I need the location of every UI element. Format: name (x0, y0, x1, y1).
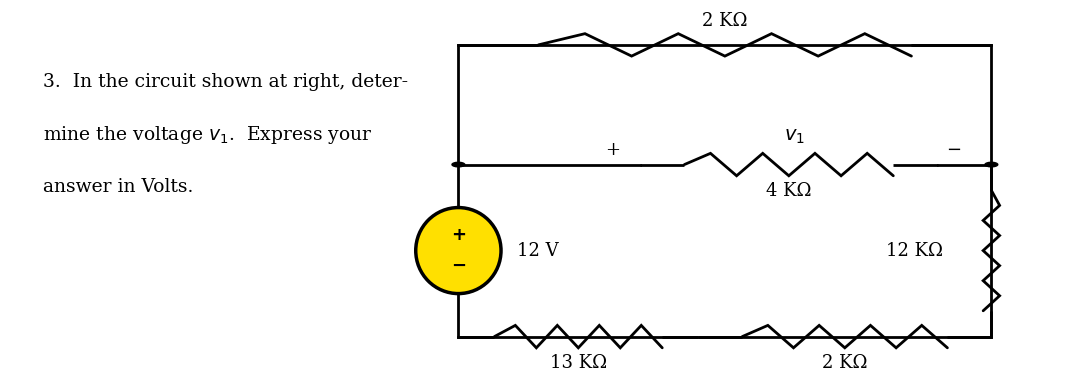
Text: 4 KΩ: 4 KΩ (766, 182, 811, 200)
Text: +: + (451, 226, 466, 244)
Text: $v_1$: $v_1$ (784, 128, 805, 145)
Text: 12 KΩ: 12 KΩ (886, 242, 943, 260)
Ellipse shape (416, 208, 501, 294)
Text: −: − (947, 141, 962, 159)
Text: 2 KΩ: 2 KΩ (822, 354, 868, 372)
Text: −: − (451, 257, 466, 275)
Text: +: + (605, 141, 620, 159)
Circle shape (452, 162, 465, 167)
Text: mine the voltage $v_1$.  Express your: mine the voltage $v_1$. Express your (43, 124, 372, 145)
Text: 3.  In the circuit shown at right, deter-: 3. In the circuit shown at right, deter- (43, 73, 408, 91)
Text: answer in Volts.: answer in Volts. (43, 178, 193, 196)
Circle shape (985, 162, 998, 167)
Text: 13 KΩ: 13 KΩ (550, 354, 607, 372)
Text: 2 KΩ: 2 KΩ (702, 12, 747, 30)
Text: 12 V: 12 V (517, 242, 559, 260)
